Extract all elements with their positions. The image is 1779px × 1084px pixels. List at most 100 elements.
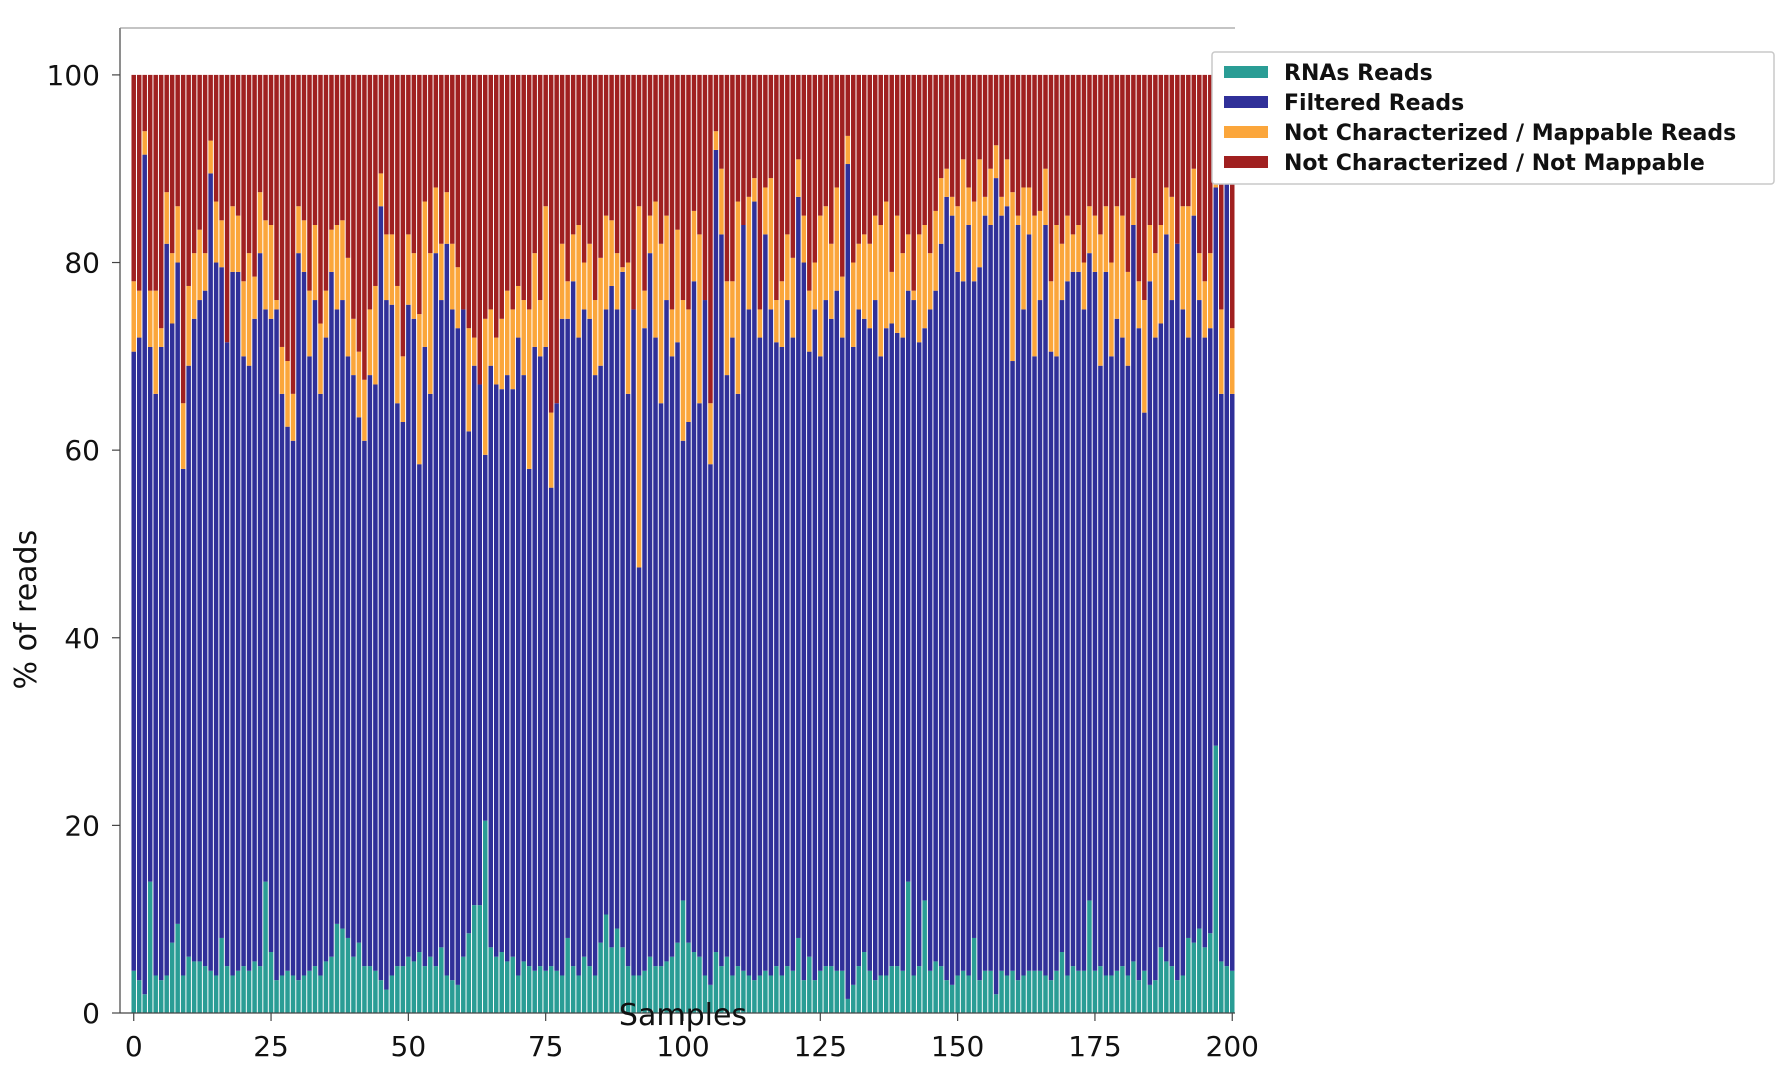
legend-label: Filtered Reads xyxy=(1284,91,1464,116)
bar-segment xyxy=(499,74,504,319)
bar-segment xyxy=(1136,74,1142,282)
bar-segment xyxy=(587,318,592,967)
bar-segment xyxy=(1208,253,1213,329)
bar-segment xyxy=(741,225,746,971)
bar-segment xyxy=(1197,928,1202,1013)
bar-segment xyxy=(1202,337,1208,948)
bar-segment xyxy=(807,290,812,352)
bar-segment xyxy=(581,956,587,1013)
bar-segment xyxy=(1059,952,1065,1013)
bar-segment xyxy=(131,351,136,971)
bar-segment xyxy=(263,74,268,221)
bar-segment xyxy=(213,201,219,263)
bar-segment xyxy=(1081,309,1087,971)
bar-segment xyxy=(356,74,362,352)
bar-segment xyxy=(246,253,252,366)
bar-segment xyxy=(246,74,252,254)
bar-segment xyxy=(856,74,861,244)
bar-segment xyxy=(840,276,845,338)
bar-segment xyxy=(746,975,752,1013)
bar-segment xyxy=(872,980,878,1013)
bar-segment xyxy=(581,74,587,263)
bar-segment xyxy=(1021,975,1026,1013)
bar-segment xyxy=(768,74,774,179)
bar-segment xyxy=(680,440,686,901)
bar-segment xyxy=(818,356,823,971)
bar-segment xyxy=(719,168,724,235)
bar-segment xyxy=(801,215,807,263)
bar-segment xyxy=(1092,271,1098,971)
bar-segment xyxy=(823,300,829,967)
bar-segment xyxy=(691,281,697,953)
bar-segment xyxy=(840,970,845,1013)
bar-segment xyxy=(153,975,158,1013)
bar-segment xyxy=(1136,328,1142,981)
x-tick-label: 0 xyxy=(125,1030,143,1063)
bar-segment xyxy=(279,975,285,1013)
bar-segment xyxy=(285,970,290,1013)
bar-segment xyxy=(922,225,927,329)
bar-segment xyxy=(697,403,702,957)
bar-segment xyxy=(1213,187,1219,746)
y-tick-label: 80 xyxy=(64,247,100,280)
bar-segment xyxy=(933,961,938,1013)
bar-segment xyxy=(450,243,455,310)
bar-segment xyxy=(1065,975,1070,1013)
bar-segment xyxy=(213,262,219,976)
bar-segment xyxy=(658,74,664,244)
bar-segment xyxy=(307,74,312,291)
bar-segment xyxy=(867,243,872,329)
bar-segment xyxy=(1136,980,1142,1013)
bar-segment xyxy=(790,257,796,338)
bar-segment xyxy=(1230,328,1235,394)
bar-segment xyxy=(1191,74,1197,169)
bar-segment xyxy=(1114,206,1120,319)
bar-segment xyxy=(461,74,466,310)
bar-segment xyxy=(334,923,340,1013)
bar-segment xyxy=(400,422,406,967)
bar-segment xyxy=(164,243,169,976)
bar-segment xyxy=(911,74,916,291)
bar-segment xyxy=(406,234,411,305)
bar-segment xyxy=(1202,281,1208,338)
bar-segment xyxy=(493,337,499,385)
ticks-layer: 0 20 40 60 80 100 0 25 50 75 100 125 150 175 200 xyxy=(47,59,1259,1063)
bar-segment xyxy=(576,975,581,1013)
bar-segment xyxy=(1081,74,1087,263)
bar-segment xyxy=(526,74,532,310)
bar-segment xyxy=(548,74,554,413)
bar-segment xyxy=(356,417,362,943)
bar-segment xyxy=(334,309,340,924)
bar-segment xyxy=(719,234,724,967)
bar-segment xyxy=(642,970,647,1013)
y-tick-label: 60 xyxy=(64,434,100,467)
bar-segment xyxy=(1175,980,1180,1013)
bar-segment xyxy=(307,290,312,357)
bar-segment xyxy=(1153,253,1158,338)
bar-segment xyxy=(367,74,373,310)
bar-segment xyxy=(428,74,433,254)
bar-segment xyxy=(713,149,719,953)
bar-segment xyxy=(142,131,147,155)
bar-segment xyxy=(147,290,153,347)
bar-segment xyxy=(153,393,158,976)
bar-segment xyxy=(1186,937,1191,1013)
bar-segment xyxy=(521,300,526,376)
bar-segment xyxy=(768,975,774,1013)
bar-segment xyxy=(988,168,993,225)
bar-segment xyxy=(796,937,801,1013)
bar-segment xyxy=(1158,323,1164,948)
bar-segment xyxy=(285,74,290,362)
bar-segment xyxy=(801,980,807,1013)
bar-segment xyxy=(323,337,329,962)
bar-segment xyxy=(378,74,384,174)
bar-segment xyxy=(999,74,1004,197)
bar-segment xyxy=(488,74,493,310)
bar-segment xyxy=(351,318,356,376)
bar-segment xyxy=(878,225,883,357)
bar-segment xyxy=(680,74,686,301)
bar-segment xyxy=(609,947,614,1013)
bar-segment xyxy=(285,361,290,427)
bar-segment xyxy=(1175,243,1180,981)
bar-segment xyxy=(559,318,565,976)
